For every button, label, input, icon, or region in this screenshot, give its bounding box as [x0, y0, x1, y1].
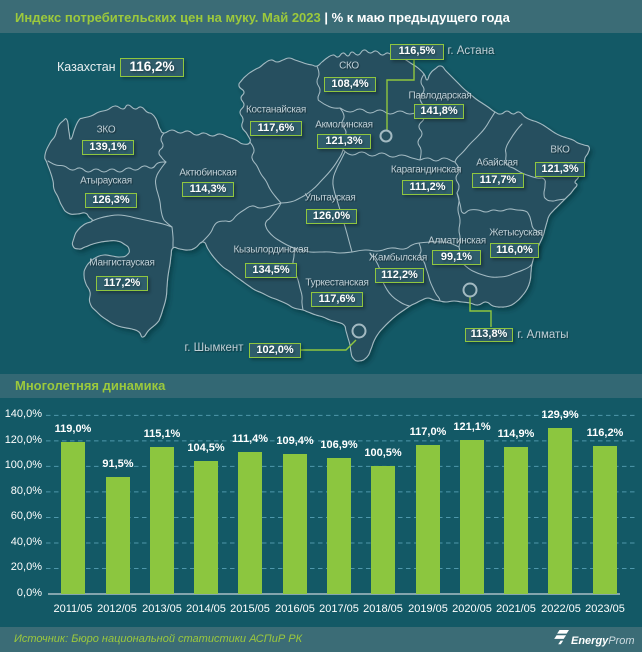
svg-text:EnergyProm: EnergyProm [571, 635, 635, 647]
